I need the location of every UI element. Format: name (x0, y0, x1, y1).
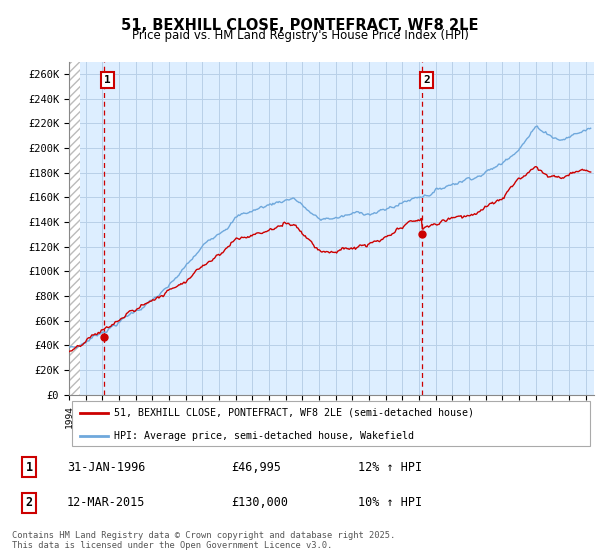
Text: 12-MAR-2015: 12-MAR-2015 (67, 496, 145, 509)
Text: Contains HM Land Registry data © Crown copyright and database right 2025.
This d: Contains HM Land Registry data © Crown c… (12, 531, 395, 550)
Text: 2: 2 (423, 75, 430, 85)
Text: 10% ↑ HPI: 10% ↑ HPI (358, 496, 422, 509)
Text: 51, BEXHILL CLOSE, PONTEFRACT, WF8 2LE: 51, BEXHILL CLOSE, PONTEFRACT, WF8 2LE (121, 18, 479, 34)
Text: £130,000: £130,000 (231, 496, 288, 509)
Text: £46,995: £46,995 (231, 461, 281, 474)
Text: Price paid vs. HM Land Registry's House Price Index (HPI): Price paid vs. HM Land Registry's House … (131, 29, 469, 42)
Bar (69, 62, 80, 395)
Text: 31-JAN-1996: 31-JAN-1996 (67, 461, 145, 474)
Text: 51, BEXHILL CLOSE, PONTEFRACT, WF8 2LE (semi-detached house): 51, BEXHILL CLOSE, PONTEFRACT, WF8 2LE (… (113, 408, 473, 418)
Text: 2: 2 (26, 496, 33, 509)
Text: 1: 1 (26, 461, 33, 474)
FancyBboxPatch shape (71, 401, 590, 446)
Text: 12% ↑ HPI: 12% ↑ HPI (358, 461, 422, 474)
Text: 1: 1 (104, 75, 111, 85)
Text: HPI: Average price, semi-detached house, Wakefield: HPI: Average price, semi-detached house,… (113, 431, 413, 441)
